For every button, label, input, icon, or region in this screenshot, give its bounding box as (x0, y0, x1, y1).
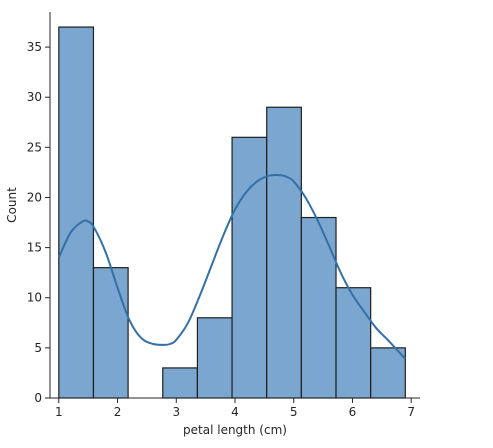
x-tick-label: 7 (407, 405, 415, 419)
kde-line (57, 173, 407, 360)
histogram-bar (58, 26, 95, 399)
y-ticks: 0 5 10 15 20 25 30 35 (27, 40, 50, 405)
y-tick-label: 5 (34, 341, 42, 355)
y-tick-label: 0 (34, 391, 42, 405)
histogram-bar (162, 367, 199, 399)
histogram-bar (196, 317, 233, 399)
x-tick-label: 1 (55, 405, 63, 419)
x-axis-label: petal length (cm) (183, 423, 287, 437)
y-tick-label: 20 (27, 190, 42, 204)
histogram-bar (92, 267, 129, 399)
y-tick-label: 35 (27, 40, 42, 54)
x-tick-label: 4 (231, 405, 239, 419)
x-tick-label: 3 (172, 405, 180, 419)
histogram-bar (266, 106, 302, 399)
x-ticks: 1 2 3 4 5 6 7 (55, 398, 415, 419)
y-axis-label: Count (5, 187, 19, 223)
x-tick-label: 5 (290, 405, 298, 419)
histogram-bar (300, 216, 337, 399)
y-tick-label: 30 (27, 90, 42, 104)
kde-curve-group (57, 173, 407, 360)
y-tick-label: 15 (27, 241, 42, 255)
y-tick-label: 25 (27, 140, 42, 154)
histogram-bars (58, 26, 406, 399)
histogram-bar (335, 287, 372, 399)
histogram-bar (231, 136, 268, 399)
histogram-bar (370, 347, 406, 399)
y-tick-label: 10 (27, 291, 42, 305)
x-tick-label: 6 (349, 405, 357, 419)
x-tick-label: 2 (114, 405, 122, 419)
